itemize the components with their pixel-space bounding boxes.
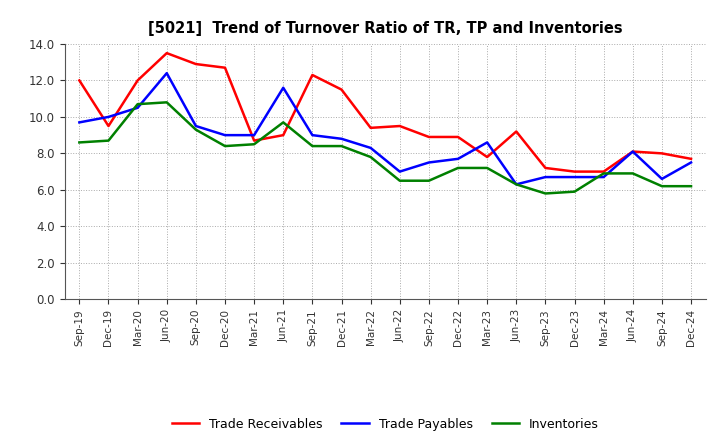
Trade Payables (220, 132, 229, 138)
Trade Receivables (308, 72, 317, 77)
Inventories (512, 182, 521, 187)
Trade Receivables (337, 87, 346, 92)
Trade Payables (599, 174, 608, 180)
Inventories (570, 189, 579, 194)
Trade Payables (541, 174, 550, 180)
Trade Payables (629, 149, 637, 154)
Trade Receivables (629, 149, 637, 154)
Inventories (133, 102, 142, 107)
Title: [5021]  Trend of Turnover Ratio of TR, TP and Inventories: [5021] Trend of Turnover Ratio of TR, TP… (148, 21, 623, 36)
Trade Payables (687, 160, 696, 165)
Trade Payables (366, 145, 375, 150)
Inventories (163, 100, 171, 105)
Inventories (104, 138, 113, 143)
Trade Payables (163, 70, 171, 76)
Trade Payables (337, 136, 346, 141)
Inventories (541, 191, 550, 196)
Trade Receivables (192, 62, 200, 67)
Trade Payables (133, 105, 142, 110)
Inventories (629, 171, 637, 176)
Inventories (250, 142, 258, 147)
Inventories (337, 143, 346, 149)
Trade Payables (483, 140, 492, 145)
Trade Receivables (570, 169, 579, 174)
Trade Payables (570, 174, 579, 180)
Trade Payables (657, 176, 666, 182)
Legend: Trade Receivables, Trade Payables, Inventories: Trade Receivables, Trade Payables, Inven… (166, 413, 604, 436)
Trade Receivables (279, 132, 287, 138)
Trade Receivables (512, 129, 521, 134)
Trade Receivables (220, 65, 229, 70)
Line: Inventories: Inventories (79, 103, 691, 194)
Trade Payables (512, 182, 521, 187)
Trade Receivables (75, 78, 84, 83)
Inventories (599, 171, 608, 176)
Inventories (308, 143, 317, 149)
Trade Payables (308, 132, 317, 138)
Trade Receivables (366, 125, 375, 131)
Trade Receivables (687, 156, 696, 161)
Trade Receivables (133, 78, 142, 83)
Trade Payables (425, 160, 433, 165)
Inventories (425, 178, 433, 183)
Line: Trade Receivables: Trade Receivables (79, 53, 691, 172)
Trade Receivables (163, 51, 171, 56)
Trade Payables (395, 169, 404, 174)
Trade Receivables (425, 134, 433, 139)
Trade Receivables (395, 123, 404, 128)
Trade Payables (454, 156, 462, 161)
Trade Payables (250, 132, 258, 138)
Inventories (220, 143, 229, 149)
Trade Receivables (657, 151, 666, 156)
Inventories (657, 183, 666, 189)
Inventories (192, 127, 200, 132)
Trade Receivables (599, 169, 608, 174)
Inventories (395, 178, 404, 183)
Inventories (366, 154, 375, 160)
Trade Payables (75, 120, 84, 125)
Trade Payables (192, 123, 200, 128)
Inventories (75, 140, 84, 145)
Inventories (454, 165, 462, 171)
Trade Payables (279, 85, 287, 90)
Trade Receivables (250, 138, 258, 143)
Trade Payables (104, 114, 113, 120)
Line: Trade Payables: Trade Payables (79, 73, 691, 184)
Trade Receivables (104, 123, 113, 128)
Inventories (687, 183, 696, 189)
Trade Receivables (541, 165, 550, 171)
Inventories (483, 165, 492, 171)
Trade Receivables (483, 154, 492, 160)
Trade Receivables (454, 134, 462, 139)
Inventories (279, 120, 287, 125)
